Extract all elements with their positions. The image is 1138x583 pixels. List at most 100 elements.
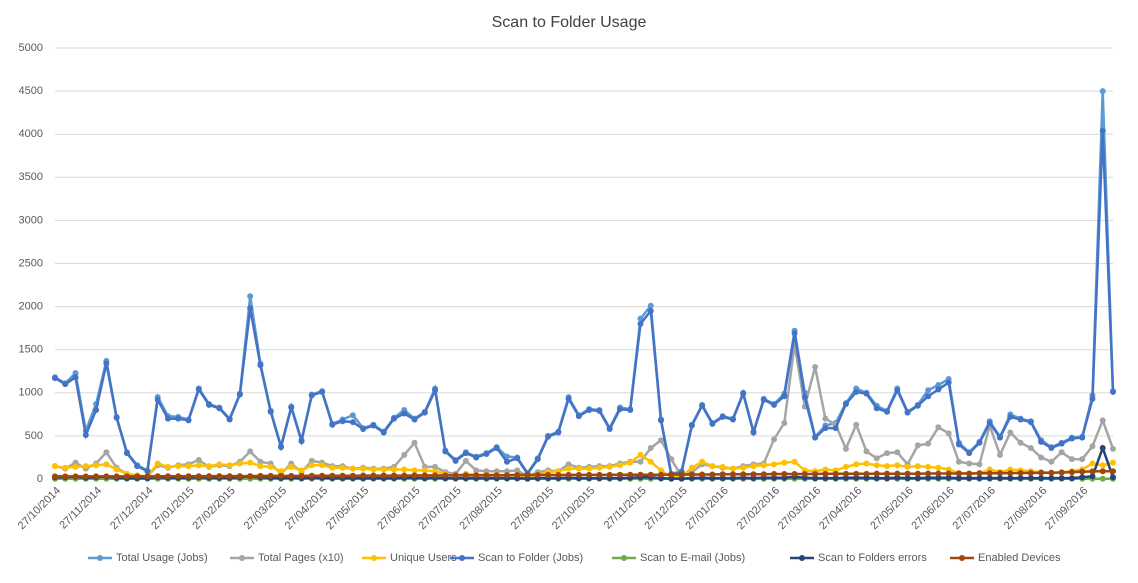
- legend-marker: [371, 555, 377, 561]
- point: [308, 472, 315, 479]
- point: [452, 472, 459, 479]
- point: [637, 451, 644, 458]
- point: [401, 472, 408, 479]
- point: [1099, 468, 1106, 475]
- legend-label: Scan to E-mail (Jobs): [640, 552, 745, 564]
- point: [185, 463, 192, 470]
- point: [822, 470, 829, 477]
- x-tick-label: 27/03/2015: [242, 485, 289, 532]
- point: [781, 459, 788, 466]
- point: [380, 429, 387, 436]
- point: [370, 466, 377, 473]
- x-tick-label: 27/08/2016: [1002, 485, 1049, 532]
- point: [154, 460, 161, 467]
- point: [945, 474, 952, 481]
- chart-title: Scan to Folder Usage: [492, 14, 647, 31]
- point: [1058, 469, 1065, 476]
- point: [842, 401, 849, 408]
- x-tick-label: 27/04/2015: [283, 485, 330, 532]
- point: [1027, 469, 1034, 476]
- point: [740, 390, 747, 397]
- point: [771, 471, 778, 478]
- point: [206, 401, 213, 408]
- y-tick-label: 2500: [19, 257, 43, 269]
- point: [955, 470, 962, 477]
- point: [760, 462, 767, 469]
- point: [575, 471, 582, 478]
- x-tick-label: 27/02/2016: [735, 485, 782, 532]
- point: [658, 417, 665, 424]
- point: [524, 472, 531, 479]
- point: [853, 388, 860, 395]
- point: [740, 471, 747, 478]
- point: [853, 461, 860, 468]
- point: [955, 475, 962, 482]
- point: [534, 472, 541, 479]
- y-tick-label: 1500: [19, 344, 43, 356]
- point: [986, 475, 993, 482]
- point: [935, 464, 942, 471]
- point: [914, 442, 921, 449]
- x-tick-label: 27/06/2016: [909, 485, 956, 532]
- point: [329, 421, 336, 428]
- point: [545, 472, 552, 479]
- x-tick-label: 27/05/2015: [324, 485, 371, 532]
- point: [565, 395, 572, 402]
- point: [709, 420, 716, 427]
- point: [863, 460, 870, 467]
- point: [873, 455, 880, 462]
- point: [699, 471, 706, 478]
- point: [812, 475, 819, 482]
- point: [277, 444, 284, 451]
- point: [904, 475, 911, 482]
- point: [319, 472, 326, 479]
- point: [976, 439, 983, 446]
- point: [668, 471, 675, 478]
- point: [627, 459, 634, 466]
- point: [904, 409, 911, 416]
- point: [452, 457, 459, 464]
- point: [164, 463, 171, 470]
- point: [904, 470, 911, 477]
- point: [432, 387, 439, 394]
- point: [288, 472, 295, 479]
- point: [195, 386, 202, 393]
- point: [1089, 395, 1096, 402]
- point: [575, 413, 582, 420]
- point: [822, 466, 829, 473]
- point: [411, 467, 418, 474]
- point: [236, 460, 243, 467]
- point: [719, 463, 726, 470]
- point: [781, 393, 788, 400]
- point: [760, 471, 767, 478]
- point: [914, 475, 921, 482]
- legend-label: Scan to Folders errors: [818, 552, 927, 564]
- point: [329, 464, 336, 471]
- point: [699, 458, 706, 465]
- point: [647, 302, 654, 309]
- point: [442, 472, 449, 479]
- point: [93, 473, 100, 480]
- point: [791, 471, 798, 478]
- point: [596, 471, 603, 478]
- point: [812, 434, 819, 441]
- point: [1089, 443, 1096, 450]
- point: [853, 421, 860, 428]
- point: [1110, 445, 1116, 452]
- y-tick-label: 3000: [19, 214, 43, 226]
- point: [925, 463, 932, 470]
- point: [401, 410, 408, 417]
- legend-label: Total Pages (x10): [258, 552, 344, 564]
- point: [596, 407, 603, 414]
- point: [863, 390, 870, 397]
- point: [740, 464, 747, 471]
- point: [822, 475, 829, 482]
- point: [688, 422, 695, 429]
- point: [1017, 416, 1024, 423]
- point: [514, 455, 521, 462]
- point: [791, 458, 798, 465]
- point: [842, 470, 849, 477]
- point: [586, 471, 593, 478]
- legend-marker: [239, 555, 245, 561]
- point: [801, 394, 808, 401]
